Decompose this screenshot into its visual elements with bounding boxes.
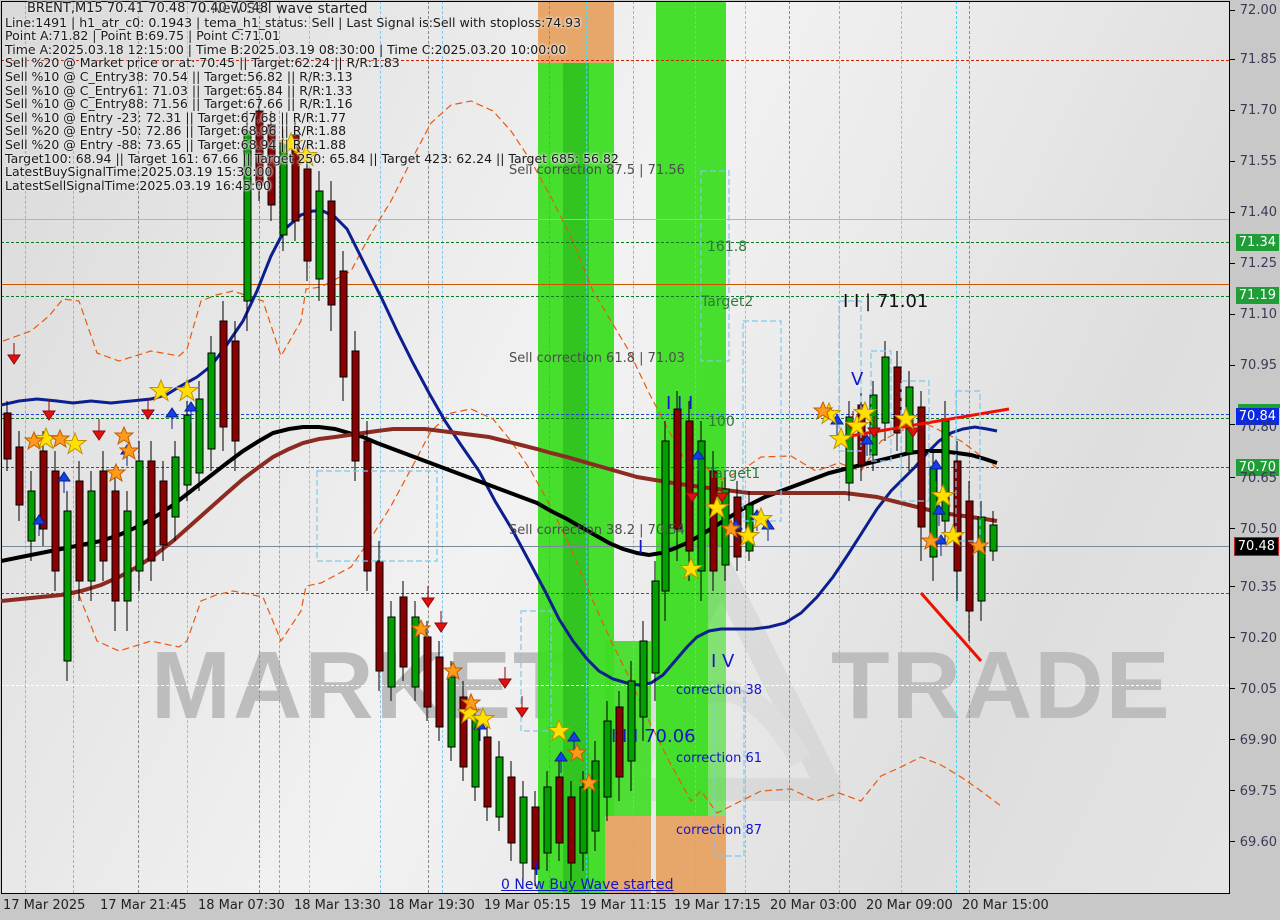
level-blue-dashed (1, 414, 1229, 415)
session-sep-cyan (633, 1, 634, 893)
level-green-solid (1, 219, 1229, 220)
level-white-dashdot (1, 685, 1229, 686)
annotation-wave-1-mark-b: I (534, 859, 540, 880)
annotation-new-buy-wave: 0 New Buy Wave started (501, 877, 674, 893)
chart-info-block: BRENT,M15 70.41 70.48 70.40 70.48 Line:1… (5, 2, 619, 192)
info-line: Time A:2025.03.18 12:15:00 | Time B:2025… (5, 41, 567, 57)
session-sep-cyan (956, 1, 957, 893)
level-orange-solid (1, 284, 1229, 285)
price-last-price: 70.48 (1233, 537, 1279, 556)
info-line: Sell %10 @ C_Entry88: 71.56 || Target:67… (5, 96, 353, 112)
price-tick: 70.80 (1239, 420, 1277, 435)
info-line: LatestBuySignalTime:2025.03.19 15:30:00 (5, 164, 273, 180)
time-tick: 18 Mar 19:30 (388, 898, 475, 913)
annotation-wave-3-mark: I I I (666, 393, 694, 414)
session-sep-cyan (901, 1, 902, 893)
info-line: Line:1491 | h1_atr_c0: 0.1943 | tema_h1_… (5, 14, 582, 30)
annotation-correction-61: correction 61 (676, 751, 762, 766)
band-green-2 (656, 1, 726, 546)
watermark-right: TRADE (831, 632, 1172, 739)
annotation-correction-38: correction 38 (676, 683, 762, 698)
annotation-fib-1618: 161.8 (707, 239, 748, 255)
price-tick: 71.70 (1239, 103, 1277, 118)
band-green-3b (605, 816, 651, 893)
annotation-sell-correction-382: Sell correction 38.2 | 70.54 (509, 523, 685, 538)
time-tick: 20 Mar 09:00 (866, 898, 953, 913)
level-red-dashdot-mid (1, 593, 1229, 594)
price-tick: 70.65 (1239, 471, 1277, 486)
band-green-4 (708, 541, 726, 816)
price-tick: 70.20 (1239, 631, 1277, 646)
price-tick: 69.75 (1239, 784, 1277, 799)
price-tick: 71.40 (1239, 205, 1277, 220)
price-tick: 72.00 (1239, 3, 1277, 18)
band-orange-1 (538, 1, 614, 63)
info-line: Point A:71.82 | Point B:69.75 | Point C:… (5, 28, 280, 44)
info-line: Sell %20 @ Entry -88: 73.65 || Target:68… (5, 136, 347, 152)
annotation-sell-correction-618: Sell correction 61.8 | 71.03 (509, 351, 685, 366)
price-level-highlight: 71.19 (1235, 287, 1279, 304)
price-level-highlight: 71.34 (1235, 234, 1279, 251)
price-axis[interactable]: 72.00 71.85 71.70 71.55 71.40 71.34 71.2… (1230, 0, 1280, 894)
annotation-wave-4-mark: I V (711, 651, 735, 672)
level-red-dashdot-top (1, 60, 1229, 61)
annotation-target2: Target2 (701, 294, 754, 310)
info-line: LatestSellSignalTime:2025.03.19 16:45:00 (5, 177, 272, 193)
annotation-new-sell-wave: 0 New Sell wave started (198, 1, 368, 17)
price-tick: 70.05 (1239, 682, 1277, 697)
annotation-level-100: 100 (708, 414, 735, 430)
time-tick: 18 Mar 07:30 (198, 898, 285, 913)
price-tick: 70.95 (1239, 358, 1277, 373)
band-green-2b (656, 541, 708, 816)
time-axis[interactable]: 17 Mar 2025 17 Mar 21:45 18 Mar 07:30 18… (0, 894, 1280, 920)
chart-plot-area[interactable]: MARKET TRADE (1, 1, 1230, 894)
time-tick: 20 Mar 15:00 (962, 898, 1049, 913)
session-sep-cyan (839, 1, 840, 893)
price-current-bid: 70.84 (1235, 408, 1279, 425)
time-tick: 19 Mar 11:15 (580, 898, 667, 913)
price-tick: 71.25 (1239, 256, 1277, 271)
annotation-correction-87: correction 87 (676, 823, 762, 838)
time-tick: 19 Mar 17:15 (674, 898, 761, 913)
annotation-target1: Target1 (708, 466, 761, 482)
level-green-dashed-100 (1, 418, 1229, 419)
annotation-wave-3-price: I I I 70.06 (611, 726, 696, 747)
level-green-dashed-target1 (1, 467, 1229, 468)
price-tick: 69.60 (1239, 835, 1277, 850)
watermark-left: MARKET (151, 632, 574, 739)
time-tick: 20 Mar 03:00 (770, 898, 857, 913)
level-gray-solid (1, 546, 1229, 547)
price-tick: 70.50 (1239, 522, 1277, 537)
gridline-v (969, 1, 970, 893)
level-green-dashed-target2 (1, 296, 1229, 297)
price-tick: 71.85 (1239, 52, 1277, 67)
time-tick: 17 Mar 21:45 (100, 898, 187, 913)
info-line: Sell %20 @ Entry -50: 72.86 || Target:68… (5, 123, 347, 139)
info-line: Sell %10 @ C_Entry38: 70.54 || Target:56… (5, 68, 353, 84)
annotation-wave-5-mark: V (851, 369, 864, 390)
price-tick: 71.55 (1239, 154, 1277, 169)
annotation-wave-1-mark: I (638, 537, 644, 558)
time-tick: 17 Mar 2025 (3, 898, 86, 913)
gridline-v (789, 1, 790, 893)
level-green-dashed-1618 (1, 242, 1229, 243)
price-tick: 69.90 (1239, 733, 1277, 748)
time-tick: 18 Mar 13:30 (294, 898, 381, 913)
time-tick: 19 Mar 05:15 (484, 898, 571, 913)
chart-title: BRENT,M15 70.41 70.48 70.40 70.48 (27, 1, 269, 16)
info-line: Sell %20 @ Market price or at: 70.45 || … (5, 55, 400, 71)
info-line: Sell %10 @ C_Entry61: 71.03 || Target:65… (5, 82, 353, 98)
price-tick: 71.10 (1239, 307, 1277, 322)
price-level-highlight: 70.70 (1235, 459, 1279, 476)
price-tick: 70.35 (1239, 580, 1277, 595)
annotation-wave-2-price: I I | 71.01 (843, 291, 929, 312)
